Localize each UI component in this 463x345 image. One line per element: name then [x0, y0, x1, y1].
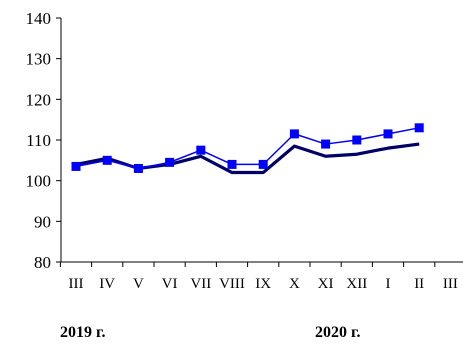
y-tick-label: 100	[26, 172, 52, 191]
x-tick-label: VII	[190, 276, 211, 292]
data-point	[227, 159, 237, 169]
data-point	[196, 145, 206, 155]
y-tick-label: 90	[34, 212, 51, 231]
y-axis-ticks: 80 90 100 110 120 130 140	[26, 9, 61, 272]
year-label-2019: 2019 г.	[60, 324, 105, 341]
x-tick-label: IX	[255, 276, 271, 292]
x-tick-label: VIII	[219, 276, 245, 292]
y-tick-label: 80	[34, 253, 51, 272]
y-tick-label: 130	[26, 50, 52, 69]
data-point	[289, 129, 299, 139]
x-tick-label: I	[386, 276, 391, 292]
data-point	[102, 155, 112, 165]
x-tick-label: III	[69, 276, 84, 292]
data-point	[71, 161, 81, 171]
y-tick-label: 140	[26, 9, 52, 28]
x-tick-label: XI	[318, 276, 334, 292]
x-tick-label: VI	[162, 276, 178, 292]
x-tick-label: XII	[346, 276, 367, 292]
series-layer	[71, 123, 424, 175]
x-axis-ticks: III IV V VI VII VIII IX X XI XII I II III	[59, 262, 458, 292]
y-tick-label: 120	[26, 90, 52, 109]
x-tick-label: III	[443, 276, 458, 292]
data-point	[133, 163, 143, 173]
data-point	[414, 123, 424, 133]
data-point	[258, 159, 268, 169]
data-point	[165, 157, 175, 167]
x-tick-label: II	[414, 276, 424, 292]
x-tick-label: IV	[99, 276, 115, 292]
series-line-1	[75, 127, 420, 170]
x-tick-label: V	[133, 276, 144, 292]
data-point	[352, 135, 362, 145]
data-point	[321, 139, 331, 149]
series-line-2	[75, 142, 420, 175]
x-tick-label: X	[289, 276, 300, 292]
y-tick-label: 110	[26, 131, 51, 150]
data-point	[383, 129, 393, 139]
year-label-2020: 2020 г.	[315, 324, 360, 341]
